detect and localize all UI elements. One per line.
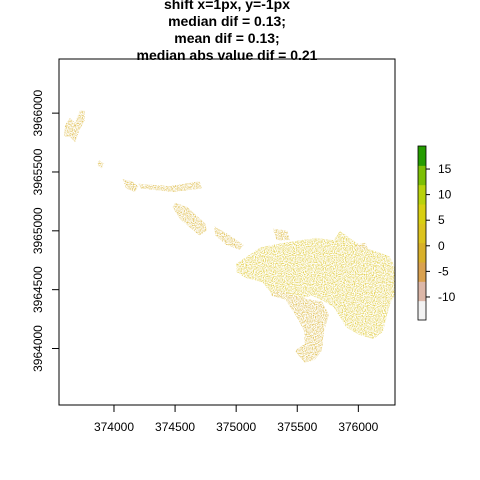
raster-region-2 xyxy=(122,179,139,192)
y-tick-label: 3964000 xyxy=(31,325,45,372)
colorbar-tick-label: 5 xyxy=(438,213,445,227)
colorbar-tick-label: 0 xyxy=(438,239,445,253)
plot-frame xyxy=(58,58,396,406)
colorbar-segment xyxy=(418,223,426,244)
colorbar-legend: 15 10 5 0 -5 -10 xyxy=(417,145,456,321)
raster-layer xyxy=(63,110,395,363)
raster-region-4 xyxy=(172,202,207,236)
colorbar-tick-label: 15 xyxy=(438,162,452,176)
y-tick-label: 3965000 xyxy=(31,207,45,254)
x-tick-label: 376000 xyxy=(338,420,378,434)
raster-region-1 xyxy=(96,160,105,169)
colorbar-segment xyxy=(418,146,426,166)
x-tick-label: 374500 xyxy=(155,420,195,434)
raster-region-0 xyxy=(63,110,85,143)
chart-title-line-4: median abs value dif = 0.21 xyxy=(137,47,318,63)
raster-region-5 xyxy=(214,226,244,250)
raster-region-7 xyxy=(270,289,329,363)
raster-region-9 xyxy=(355,242,369,250)
y-tick-label: 3966000 xyxy=(31,89,45,136)
y-axis: 3964000 3964500 3965000 3965500 3966000 xyxy=(31,89,60,372)
chart-title-line-2: median dif = 0.13; xyxy=(168,13,286,29)
colorbar-tick-label: -10 xyxy=(438,290,456,304)
colorbar-frame xyxy=(417,145,427,321)
colorbar-segment xyxy=(418,300,426,321)
chart-title-line-1: shift x=1px, y=-1px xyxy=(164,0,290,12)
y-tick-label: 3964500 xyxy=(31,266,45,313)
colorbar-tick-label: -5 xyxy=(438,264,449,278)
colorbar-segment xyxy=(418,204,426,224)
colorbar-segment xyxy=(418,165,426,186)
colorbar-segment xyxy=(418,184,426,205)
y-tick-label: 3965500 xyxy=(31,148,45,195)
x-tick-label: 375500 xyxy=(277,420,317,434)
colorbar-segment xyxy=(418,262,426,282)
raster-region-3 xyxy=(138,181,202,192)
x-tick-label: 375000 xyxy=(216,420,256,434)
chart-title-line-3: mean dif = 0.13; xyxy=(174,30,279,46)
colorbar-segment xyxy=(418,281,426,302)
x-axis: 374000 374500 375000 375500 376000 xyxy=(94,404,379,434)
colorbar-segment xyxy=(418,242,426,263)
raster-region-8 xyxy=(272,228,290,241)
x-tick-label: 374000 xyxy=(94,420,134,434)
colorbar-tick-label: 10 xyxy=(438,188,452,202)
raster-region-6 xyxy=(236,230,395,340)
